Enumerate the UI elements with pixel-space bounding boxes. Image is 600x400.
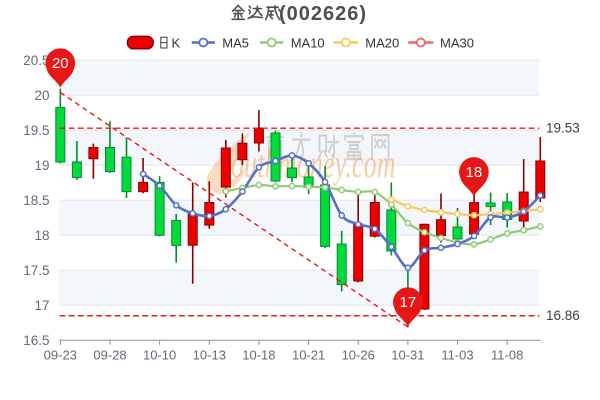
svg-text:10-21: 10-21: [292, 348, 325, 363]
svg-text:16.86: 16.86: [546, 308, 580, 323]
svg-text:MA10: MA10: [291, 35, 325, 50]
svg-text:11-03: 11-03: [441, 348, 473, 363]
svg-text:17: 17: [400, 294, 417, 311]
svg-text:20: 20: [52, 55, 69, 72]
svg-text:18: 18: [34, 228, 49, 243]
svg-text:18.5: 18.5: [23, 193, 49, 208]
svg-text:MA30: MA30: [440, 35, 474, 50]
svg-text:16.5: 16.5: [23, 333, 49, 348]
svg-text:K: K: [172, 35, 181, 50]
svg-text:17: 17: [34, 298, 49, 313]
svg-text:19.5: 19.5: [23, 123, 49, 138]
svg-text:09-23: 09-23: [44, 348, 77, 363]
svg-text:10-31: 10-31: [391, 348, 424, 363]
svg-text:10-18: 10-18: [242, 348, 275, 363]
svg-text:09-28: 09-28: [93, 348, 126, 363]
svg-text:MA20: MA20: [365, 35, 399, 50]
svg-text:10-26: 10-26: [342, 348, 375, 363]
svg-text:20.5: 20.5: [23, 53, 49, 68]
svg-text:19: 19: [34, 158, 49, 173]
svg-text:10-10: 10-10: [143, 348, 176, 363]
svg-text:(002626): (002626): [279, 3, 367, 25]
svg-text:MA5: MA5: [222, 35, 249, 50]
svg-text:20: 20: [34, 88, 49, 103]
svg-text:10-13: 10-13: [193, 348, 226, 363]
svg-text:11-08: 11-08: [491, 348, 523, 363]
svg-text:17.5: 17.5: [23, 263, 49, 278]
svg-text:19.53: 19.53: [546, 120, 580, 135]
svg-text:18: 18: [466, 164, 483, 181]
